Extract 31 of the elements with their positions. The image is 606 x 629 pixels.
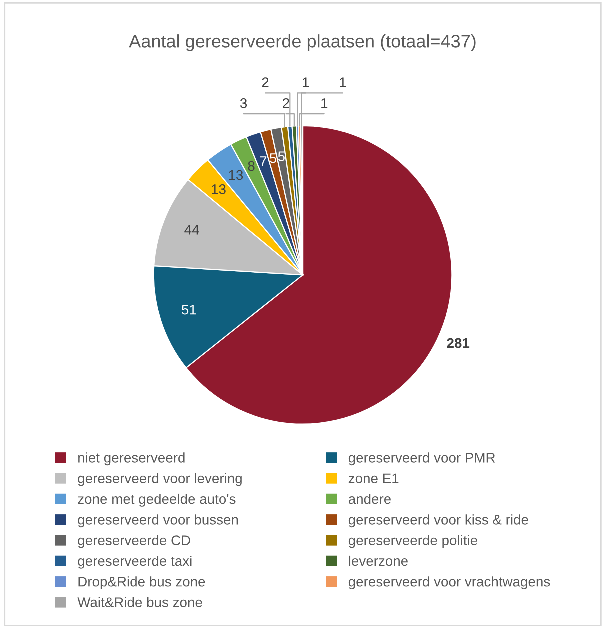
- data-label: 44: [184, 225, 200, 235]
- data-label: 51: [182, 305, 196, 315]
- data-label: 1: [303, 78, 310, 88]
- data-label: 2: [283, 98, 290, 108]
- legend-label: gereserveerde politie: [348, 535, 478, 548]
- data-label: 13: [212, 184, 226, 194]
- legend-label: gereserveerd voor kiss & ride: [348, 514, 528, 528]
- data-label: 2: [262, 78, 269, 88]
- legend-label: andere: [348, 494, 391, 504]
- legend-label: leverzone: [349, 556, 408, 566]
- data-label: 1: [322, 98, 328, 108]
- data-label: 13: [229, 170, 244, 180]
- chart-title: Aantal gereserveerde plaatsen (totaal=437): [129, 34, 476, 52]
- legend-label: gereserveerd voor bussen: [78, 514, 238, 528]
- data-label: 5: [270, 154, 277, 164]
- legend-label: gereserveerde CD: [78, 535, 190, 548]
- data-label: 8: [248, 161, 255, 172]
- legend-label: zone met gedeelde auto's: [78, 494, 236, 507]
- legend-label: gereserveerd voor levering: [78, 473, 242, 486]
- legend-label: zone E1: [348, 474, 399, 484]
- data-label: 1: [340, 78, 346, 88]
- data-label: 7: [260, 156, 267, 166]
- legend-label: gereserveerde taxi: [78, 556, 192, 569]
- legend-label: niet gereserveerd: [78, 452, 185, 466]
- data-label: 5: [278, 152, 285, 162]
- legend-label: gereserveerd voor PMR: [348, 452, 496, 466]
- legend-label: gereserveerd voor vrachtwagens: [348, 576, 550, 590]
- legend-label: Wait&Ride bus zone: [78, 597, 202, 608]
- data-label: 281: [447, 338, 470, 348]
- legend-label: Drop&Ride bus zone: [78, 576, 206, 590]
- data-label: 3: [240, 98, 248, 108]
